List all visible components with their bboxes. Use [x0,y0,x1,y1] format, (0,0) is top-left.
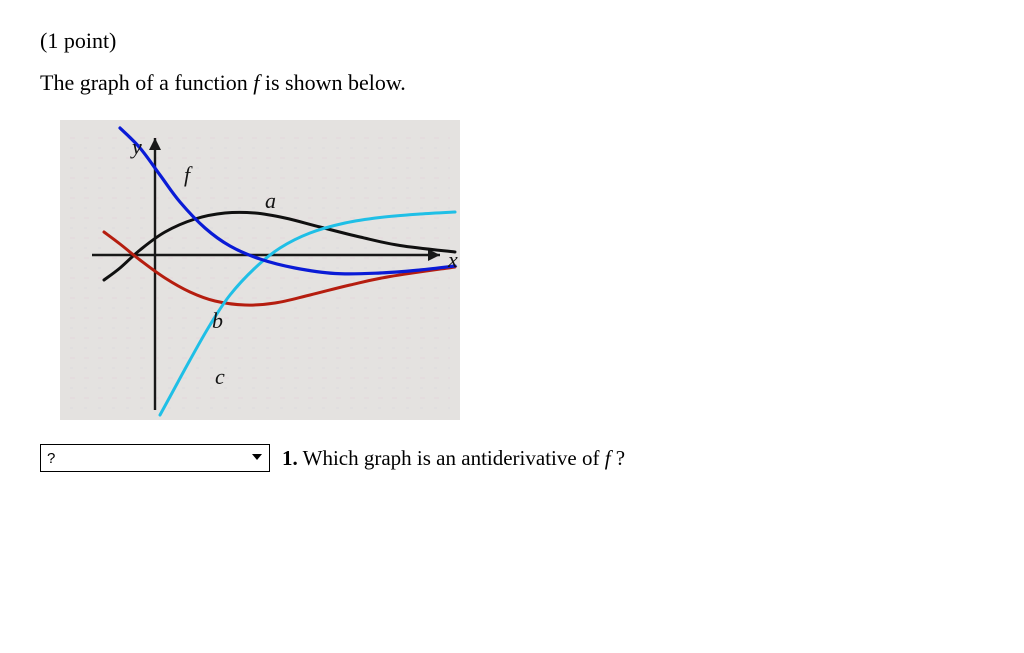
svg-text:x: x [447,247,458,272]
svg-text:y: y [130,134,142,159]
answer-select[interactable]: ? [40,444,270,472]
prompt-suffix: is shown below. [265,70,406,95]
chart-container: yfaxbc [60,120,984,420]
question-suffix: ? [616,446,625,470]
question-prefix: Which graph is an antiderivative of [303,446,605,470]
page-root: (1 point) The graph of a function f is s… [0,0,1024,653]
prompt-prefix: The graph of a function [40,70,253,95]
question-number: 1. [282,446,298,470]
question-row: ? 1. Which graph is an antiderivative of… [40,444,984,472]
answer-select-value: ? [47,450,247,467]
function-graph: yfaxbc [60,120,460,420]
svg-text:b: b [212,308,223,333]
svg-text:a: a [265,188,276,213]
svg-text:c: c [215,364,225,389]
question-text: 1. Which graph is an antiderivative of f… [282,446,625,471]
points-label: (1 point) [40,28,984,54]
question-func: f [605,446,611,470]
problem-prompt: The graph of a function f is shown below… [40,70,984,96]
chevron-down-icon [247,451,263,465]
prompt-func: f [253,70,259,95]
